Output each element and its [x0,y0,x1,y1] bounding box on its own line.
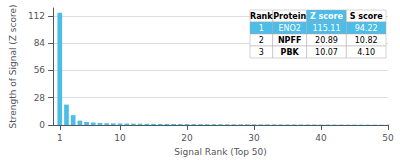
svg-text:3: 3 [259,48,264,57]
svg-text:28: 28 [34,93,46,103]
svg-text:40: 40 [315,133,327,143]
svg-text:20: 20 [181,133,193,143]
svg-text:84: 84 [34,38,46,48]
svg-text:2: 2 [259,36,264,45]
svg-text:S score: S score [350,12,383,21]
svg-text:Signal Rank (Top 50): Signal Rank (Top 50) [174,147,266,157]
svg-text:ENO2: ENO2 [278,24,300,33]
svg-text:115.11: 115.11 [313,24,341,33]
svg-text:94.22: 94.22 [355,24,378,33]
svg-text:Protein: Protein [273,12,306,21]
svg-text:1: 1 [57,133,63,143]
svg-text:20.89: 20.89 [315,36,338,45]
svg-text:Rank: Rank [250,12,273,21]
svg-text:PBK: PBK [281,48,300,57]
svg-text:112: 112 [28,11,45,21]
svg-text:50: 50 [382,133,394,143]
svg-text:0: 0 [39,120,45,130]
svg-text:NPFF: NPFF [278,36,302,45]
svg-text:Z score: Z score [310,12,344,21]
svg-text:10.82: 10.82 [355,36,378,45]
svg-text:1: 1 [259,24,264,33]
svg-text:4.10: 4.10 [357,48,375,57]
svg-text:30: 30 [248,133,260,143]
svg-text:10: 10 [114,133,126,143]
svg-text:10.07: 10.07 [315,48,338,57]
svg-text:Strength of Signal (Z score): Strength of Signal (Z score) [8,4,18,128]
svg-text:56: 56 [34,65,46,75]
